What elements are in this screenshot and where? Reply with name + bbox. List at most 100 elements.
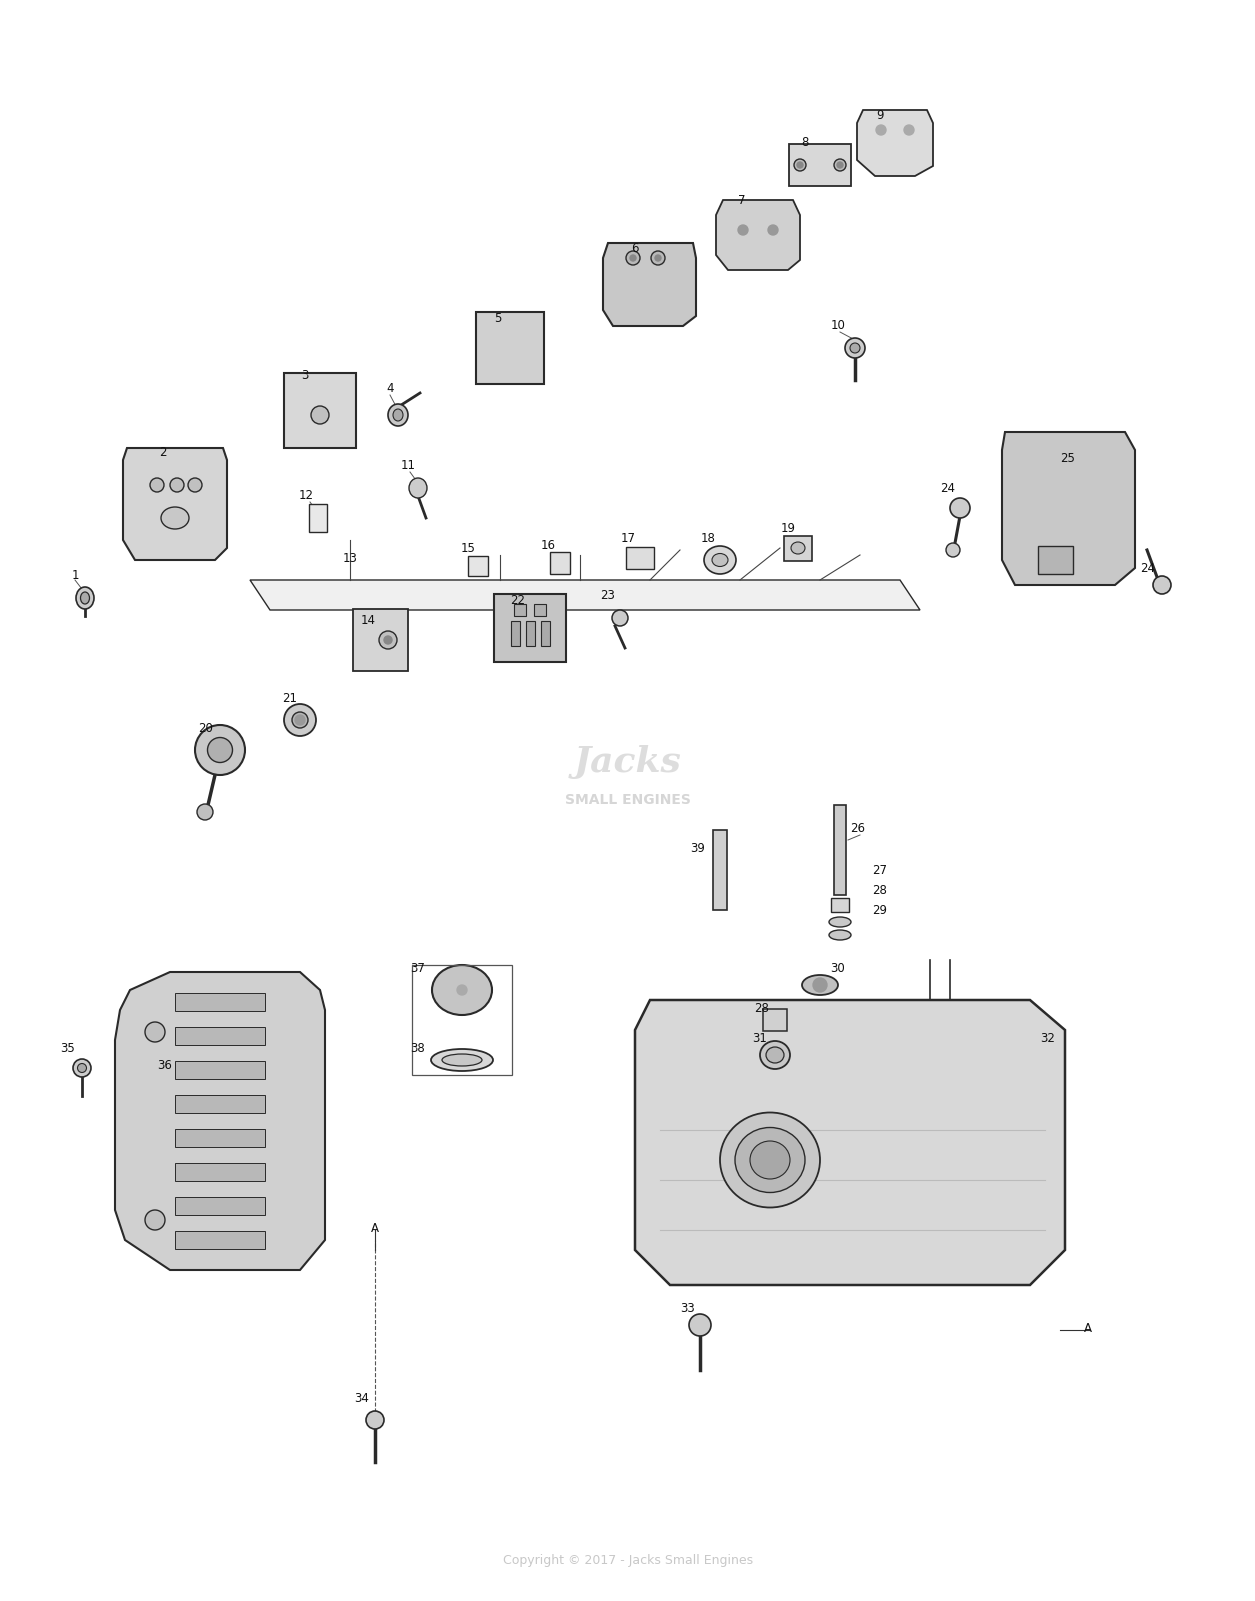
Text: 8: 8	[801, 136, 808, 149]
Circle shape	[457, 985, 467, 994]
Ellipse shape	[207, 738, 232, 762]
Circle shape	[904, 125, 914, 134]
Text: 21: 21	[282, 692, 297, 704]
Ellipse shape	[946, 543, 960, 557]
Bar	[174, 1095, 265, 1113]
Circle shape	[655, 255, 661, 261]
Ellipse shape	[146, 1210, 164, 1230]
Ellipse shape	[77, 588, 94, 608]
Ellipse shape	[651, 251, 665, 266]
Bar	[174, 1026, 265, 1045]
Bar	[789, 144, 851, 186]
Bar	[831, 898, 848, 913]
Ellipse shape	[195, 725, 245, 775]
Text: 1: 1	[72, 568, 79, 581]
Ellipse shape	[1153, 576, 1171, 594]
Ellipse shape	[161, 508, 190, 528]
Ellipse shape	[379, 631, 397, 648]
Ellipse shape	[845, 338, 865, 359]
Polygon shape	[857, 110, 932, 176]
Circle shape	[295, 716, 305, 725]
Ellipse shape	[735, 1127, 804, 1193]
Ellipse shape	[169, 479, 184, 492]
Bar	[468, 556, 488, 576]
Text: SMALL ENGINES: SMALL ENGINES	[565, 792, 692, 807]
Text: 14: 14	[360, 613, 375, 626]
Bar	[1038, 546, 1073, 575]
Ellipse shape	[626, 251, 640, 266]
Text: 13: 13	[343, 551, 358, 565]
Text: 5: 5	[494, 312, 502, 325]
Ellipse shape	[830, 917, 851, 927]
Ellipse shape	[761, 1041, 789, 1069]
Text: 18: 18	[700, 532, 715, 544]
Bar	[835, 805, 846, 895]
Text: 24: 24	[940, 482, 955, 495]
Text: 16: 16	[541, 538, 556, 551]
Ellipse shape	[432, 965, 492, 1015]
Text: 4: 4	[387, 381, 394, 394]
Ellipse shape	[366, 1410, 384, 1430]
Text: 24: 24	[1141, 562, 1156, 575]
Ellipse shape	[794, 158, 806, 171]
Text: 6: 6	[631, 242, 639, 255]
Bar	[494, 594, 566, 661]
Ellipse shape	[430, 1049, 493, 1071]
Bar	[550, 552, 570, 575]
Text: 25: 25	[1060, 451, 1076, 464]
Bar	[515, 604, 526, 616]
Polygon shape	[635, 1001, 1065, 1286]
Ellipse shape	[151, 479, 164, 492]
Ellipse shape	[612, 610, 628, 626]
Ellipse shape	[689, 1314, 712, 1335]
Ellipse shape	[850, 343, 860, 352]
Text: 39: 39	[690, 842, 705, 855]
Text: 2: 2	[159, 445, 167, 458]
Bar	[511, 621, 520, 645]
Ellipse shape	[750, 1142, 789, 1178]
Circle shape	[738, 226, 748, 235]
Ellipse shape	[409, 479, 427, 498]
Ellipse shape	[802, 975, 838, 994]
Text: 7: 7	[738, 194, 745, 207]
Bar	[353, 608, 408, 671]
Polygon shape	[250, 580, 920, 610]
Ellipse shape	[704, 546, 735, 575]
Bar	[412, 965, 512, 1074]
Text: 28: 28	[754, 1002, 769, 1015]
Text: 20: 20	[198, 722, 213, 735]
Ellipse shape	[78, 1063, 87, 1073]
Text: 34: 34	[355, 1391, 369, 1404]
Ellipse shape	[311, 407, 329, 424]
Text: 33: 33	[680, 1302, 695, 1314]
Bar	[626, 548, 654, 568]
Text: 35: 35	[60, 1042, 75, 1055]
Bar	[309, 504, 328, 532]
Circle shape	[384, 636, 392, 644]
Circle shape	[837, 162, 843, 168]
Text: 10: 10	[831, 319, 846, 331]
Bar	[476, 312, 543, 384]
Text: 15: 15	[461, 541, 476, 554]
Text: 12: 12	[299, 488, 314, 501]
Text: 9: 9	[876, 109, 884, 122]
Ellipse shape	[766, 1047, 784, 1063]
Text: 38: 38	[410, 1042, 425, 1055]
Text: Copyright © 2017 - Jacks Small Engines: Copyright © 2017 - Jacks Small Engines	[503, 1553, 753, 1566]
Ellipse shape	[835, 158, 846, 171]
Polygon shape	[602, 243, 697, 327]
Circle shape	[630, 255, 636, 261]
Text: 3: 3	[301, 368, 309, 381]
Bar	[526, 621, 535, 645]
Polygon shape	[115, 972, 325, 1270]
Ellipse shape	[791, 543, 804, 554]
Bar	[763, 1009, 787, 1031]
Text: 19: 19	[781, 522, 796, 535]
Circle shape	[797, 162, 803, 168]
Text: 32: 32	[1040, 1031, 1055, 1044]
Ellipse shape	[284, 704, 316, 736]
Bar	[541, 621, 550, 645]
Text: 37: 37	[410, 962, 425, 975]
Text: 36: 36	[158, 1058, 172, 1071]
Bar	[284, 373, 356, 448]
